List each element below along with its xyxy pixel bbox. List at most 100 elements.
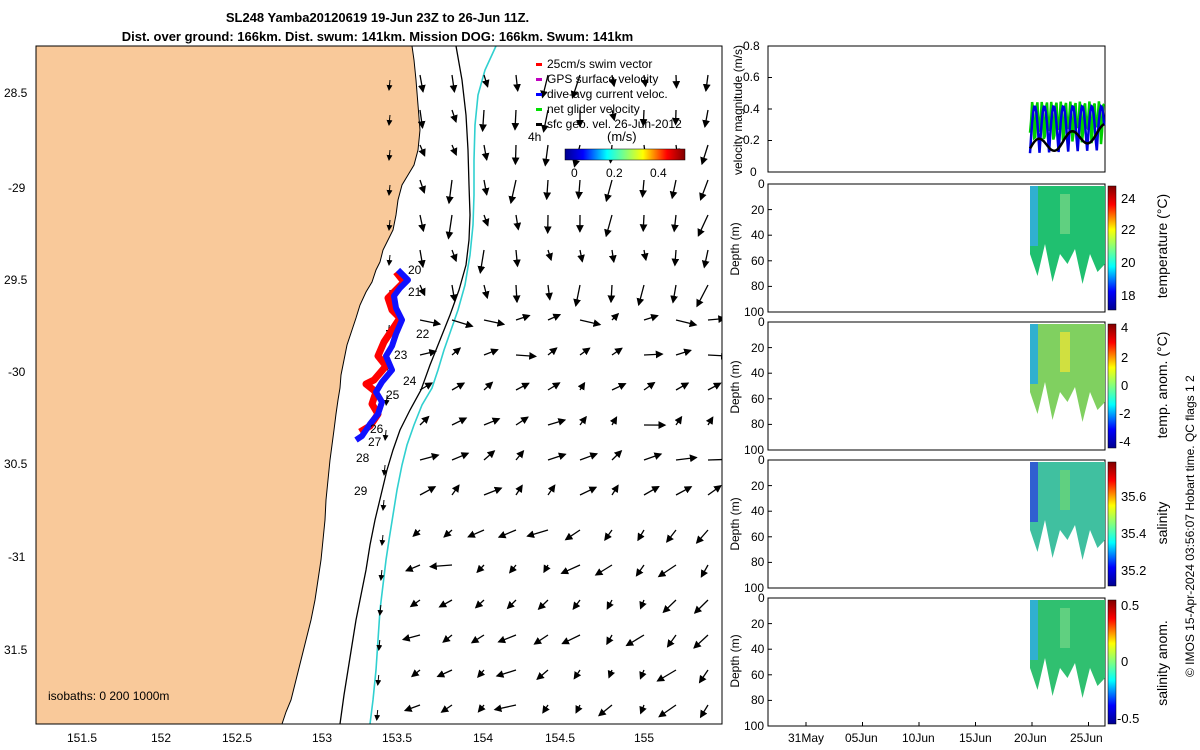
current-vector bbox=[604, 179, 613, 203]
depth-tick: 20 bbox=[751, 340, 765, 355]
time-tick: 25Jun bbox=[1070, 731, 1103, 745]
current-vector bbox=[670, 284, 678, 304]
cbar-tick: 0 bbox=[1121, 378, 1129, 393]
current-vector bbox=[575, 704, 583, 714]
current-vector bbox=[547, 452, 567, 461]
current-vector bbox=[672, 74, 681, 89]
lat-tick: 28.5 bbox=[4, 86, 28, 100]
current-vector bbox=[513, 74, 521, 92]
depth-tick: 0 bbox=[758, 315, 765, 329]
current-vector bbox=[541, 109, 549, 133]
current-vector bbox=[639, 179, 647, 198]
track-day-label: 26 bbox=[370, 422, 384, 436]
current-vector bbox=[386, 219, 393, 231]
current-vector bbox=[483, 319, 506, 327]
current-vector bbox=[547, 382, 561, 391]
current-vector bbox=[436, 669, 453, 678]
current-vector bbox=[377, 604, 384, 616]
depth-colorbar bbox=[1107, 599, 1117, 725]
current-vector bbox=[577, 249, 585, 263]
current-vector bbox=[609, 109, 617, 122]
current-vector bbox=[375, 674, 382, 686]
current-vector bbox=[508, 179, 517, 205]
current-vector bbox=[445, 214, 454, 240]
current-vector bbox=[419, 415, 430, 426]
depth-section-data bbox=[1030, 324, 1105, 422]
cbar-tick: -2 bbox=[1119, 406, 1131, 421]
current-vector bbox=[662, 599, 677, 614]
current-vector bbox=[418, 74, 426, 93]
current-vector bbox=[575, 179, 583, 200]
current-vector bbox=[412, 528, 421, 537]
geo-velocity-series bbox=[1028, 123, 1105, 153]
current-vector bbox=[643, 452, 663, 461]
current-vector bbox=[513, 214, 522, 231]
vel-ytick: 0 bbox=[750, 165, 757, 179]
current-vector bbox=[419, 453, 440, 461]
current-vector bbox=[701, 249, 710, 269]
current-vector bbox=[640, 249, 649, 262]
current-vector bbox=[705, 416, 714, 426]
depth-tick: 100 bbox=[744, 305, 765, 319]
current-vector bbox=[675, 348, 692, 357]
current-vector bbox=[451, 417, 468, 426]
current-vector bbox=[604, 214, 613, 238]
current-vector bbox=[418, 144, 426, 157]
current-vector bbox=[675, 454, 698, 463]
current-vector bbox=[467, 529, 485, 538]
current-vector bbox=[481, 74, 490, 88]
current-vector bbox=[543, 179, 552, 201]
current-vector bbox=[625, 634, 645, 647]
current-vector bbox=[707, 382, 722, 391]
current-vector bbox=[483, 417, 501, 426]
current-vector bbox=[698, 669, 709, 684]
current-vector bbox=[495, 669, 517, 678]
current-vector bbox=[513, 249, 521, 268]
time-tick: 10Jun bbox=[902, 731, 935, 745]
depth-tick: 80 bbox=[751, 555, 765, 570]
depth-section-data bbox=[1030, 462, 1038, 522]
lon-tick: 152.5 bbox=[222, 731, 253, 745]
current-vector bbox=[497, 529, 517, 539]
current-vector bbox=[515, 313, 531, 322]
current-vector bbox=[481, 144, 490, 161]
depth-section-data bbox=[1060, 470, 1070, 510]
current-vector bbox=[611, 449, 623, 461]
isobath-note: isobaths: 0 200 1000m bbox=[48, 689, 170, 703]
current-vector bbox=[386, 184, 393, 196]
current-vector bbox=[606, 599, 614, 610]
current-vector bbox=[572, 599, 581, 611]
current-vector bbox=[477, 249, 486, 274]
lon-tick: 153 bbox=[312, 731, 333, 745]
current-vector bbox=[443, 529, 453, 538]
current-vector bbox=[451, 382, 466, 391]
current-vector bbox=[483, 348, 499, 356]
colorbar-tick: 0.2 bbox=[606, 166, 623, 180]
current-vector bbox=[429, 562, 453, 571]
current-vector bbox=[382, 429, 389, 441]
current-vector bbox=[707, 351, 722, 360]
current-vector bbox=[449, 284, 458, 303]
current-vector bbox=[675, 486, 693, 496]
current-vector bbox=[610, 312, 620, 322]
current-velocity-series bbox=[1028, 104, 1106, 154]
land bbox=[36, 46, 421, 724]
current-vector bbox=[442, 634, 453, 643]
depth-tick: 0 bbox=[758, 177, 765, 191]
track-day-label: 27 bbox=[368, 435, 382, 449]
current-vector bbox=[707, 458, 722, 461]
current-vector bbox=[401, 634, 421, 642]
depth-tick: 80 bbox=[751, 693, 765, 708]
current-vector bbox=[606, 634, 614, 646]
track-day-label: 22 bbox=[416, 327, 430, 341]
current-vector bbox=[483, 450, 496, 461]
depth-ylabel: Depth (m) bbox=[728, 497, 742, 551]
scale-label: 4h bbox=[528, 130, 542, 144]
current-vector bbox=[418, 214, 426, 233]
depth-tick: 60 bbox=[751, 391, 765, 406]
legend-swatch bbox=[536, 63, 542, 67]
current-vector bbox=[450, 109, 458, 124]
current-vector bbox=[438, 599, 453, 608]
current-vector bbox=[409, 599, 421, 608]
